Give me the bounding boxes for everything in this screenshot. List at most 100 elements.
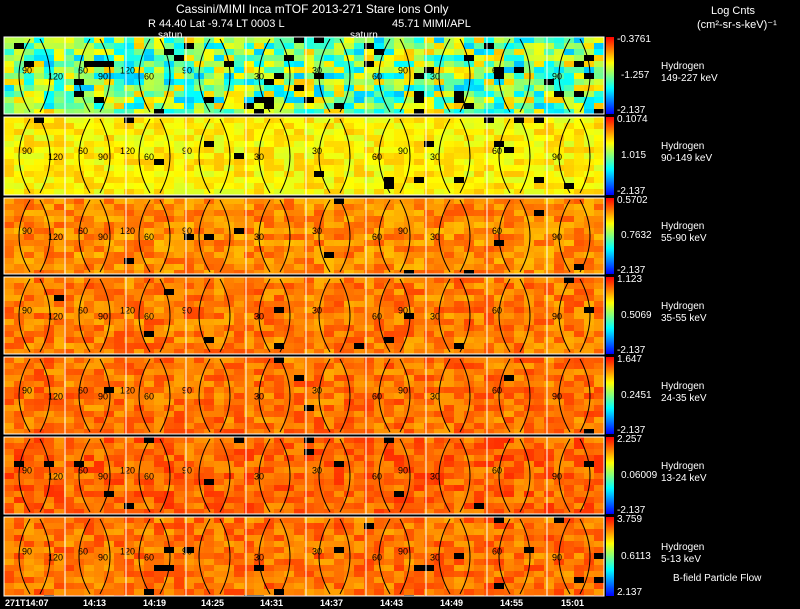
heatmap-cell [294, 258, 304, 264]
heatmap-cell [334, 222, 344, 228]
heatmap-cell [114, 264, 124, 270]
heatmap-cell [94, 307, 104, 313]
heatmap-cell [134, 491, 144, 497]
heatmap-cell [524, 147, 534, 153]
heatmap-cell [304, 295, 314, 301]
pitch-contour [18, 118, 31, 194]
heatmap-cell [264, 210, 274, 216]
heatmap-cell [464, 135, 474, 141]
heatmap-cell [514, 135, 524, 141]
heatmap-cell [304, 37, 314, 43]
pitch-contour [438, 278, 451, 353]
heatmap-cell [4, 405, 14, 411]
heatmap-cell [494, 509, 504, 514]
heatmap-cell [14, 343, 24, 349]
heatmap-cell [354, 443, 364, 449]
heatmap-cell [414, 313, 424, 319]
heatmap-cell [264, 405, 274, 411]
pitch-contour [519, 358, 531, 433]
heatmap-cell [304, 277, 314, 283]
heatmap-cell [574, 343, 584, 349]
heatmap-cell [514, 85, 524, 91]
heatmap-cell [134, 97, 144, 103]
heatmap-cell [34, 411, 44, 417]
heatmap-cell [84, 405, 94, 411]
heatmap-cell [114, 103, 124, 109]
heatmap-cell [414, 177, 424, 183]
heatmap-cell [124, 461, 134, 467]
heatmap-cell [244, 159, 254, 165]
heatmap-cell [394, 159, 404, 165]
heatmap-cell [364, 210, 374, 216]
heatmap-cell [314, 423, 324, 429]
heatmap-cell [84, 43, 94, 49]
heatmap-cell [484, 417, 494, 423]
heatmap-cell [454, 204, 464, 210]
heatmap-cell [534, 153, 544, 159]
heatmap-cell [524, 467, 534, 473]
heatmap-cell [84, 497, 94, 503]
heatmap-cell [374, 349, 384, 354]
heatmap-cell [584, 252, 594, 258]
heatmap-cell [354, 331, 364, 337]
heatmap-cell [64, 449, 74, 455]
heatmap-cell [84, 73, 94, 79]
heatmap-cell [144, 61, 154, 67]
heatmap-cell [424, 473, 434, 479]
heatmap-cell [24, 177, 34, 183]
heatmap-cell [564, 204, 574, 210]
heatmap-cell [454, 429, 464, 434]
heatmap-cell [464, 411, 474, 417]
heatmap-cell [284, 411, 294, 417]
heatmap-cell [594, 67, 604, 73]
heatmap-cell [334, 399, 344, 405]
heatmap-cell [344, 216, 354, 222]
heatmap-cell [394, 177, 404, 183]
heatmap-cell [504, 289, 514, 295]
heatmap-cell [64, 473, 74, 479]
heatmap-cell [464, 55, 474, 61]
heatmap-cell [204, 349, 214, 354]
heatmap-cell [464, 319, 474, 325]
heatmap-cell [354, 270, 364, 274]
heatmap-cell [54, 37, 64, 43]
heatmap-cell [454, 485, 464, 491]
heatmap-cell [424, 270, 434, 274]
heatmap-cell [4, 234, 14, 240]
heatmap-cell [364, 381, 374, 387]
heatmap-cell [214, 449, 224, 455]
heatmap-cell [514, 198, 524, 204]
heatmap-cell [264, 43, 274, 49]
pitch-contour [399, 38, 411, 113]
heatmap-cell [434, 491, 444, 497]
heatmap-cell [354, 246, 364, 252]
heatmap-cell [264, 159, 274, 165]
heatmap-cell [14, 177, 24, 183]
heatmap-cell [154, 399, 164, 405]
heatmap-cell [234, 381, 244, 387]
heatmap-cell [64, 503, 74, 509]
heatmap-cell [124, 252, 134, 258]
heatmap-cell [124, 67, 134, 73]
heatmap-cell [64, 429, 74, 434]
pitch-contour [18, 199, 31, 273]
heatmap-cell [514, 159, 524, 165]
heatmap-cell [254, 449, 264, 455]
heatmap-cell [244, 301, 254, 307]
heatmap-cell [284, 234, 294, 240]
heatmap-cell [34, 147, 44, 153]
heatmap-cell [344, 393, 354, 399]
heatmap-cell [4, 252, 14, 258]
heatmap-cell [234, 153, 244, 159]
heatmap-cell [534, 423, 544, 429]
heatmap-cell [44, 67, 54, 73]
heatmap-cell [54, 117, 64, 123]
heatmap-cell [564, 234, 574, 240]
heatmap-cell [324, 337, 334, 343]
pitch-angle-label: 30 [254, 232, 264, 242]
heatmap-cell [94, 55, 104, 61]
heatmap-cell [534, 313, 544, 319]
heatmap-cell [4, 228, 14, 234]
heatmap-cell [164, 443, 174, 449]
heatmap-cell [114, 423, 124, 429]
